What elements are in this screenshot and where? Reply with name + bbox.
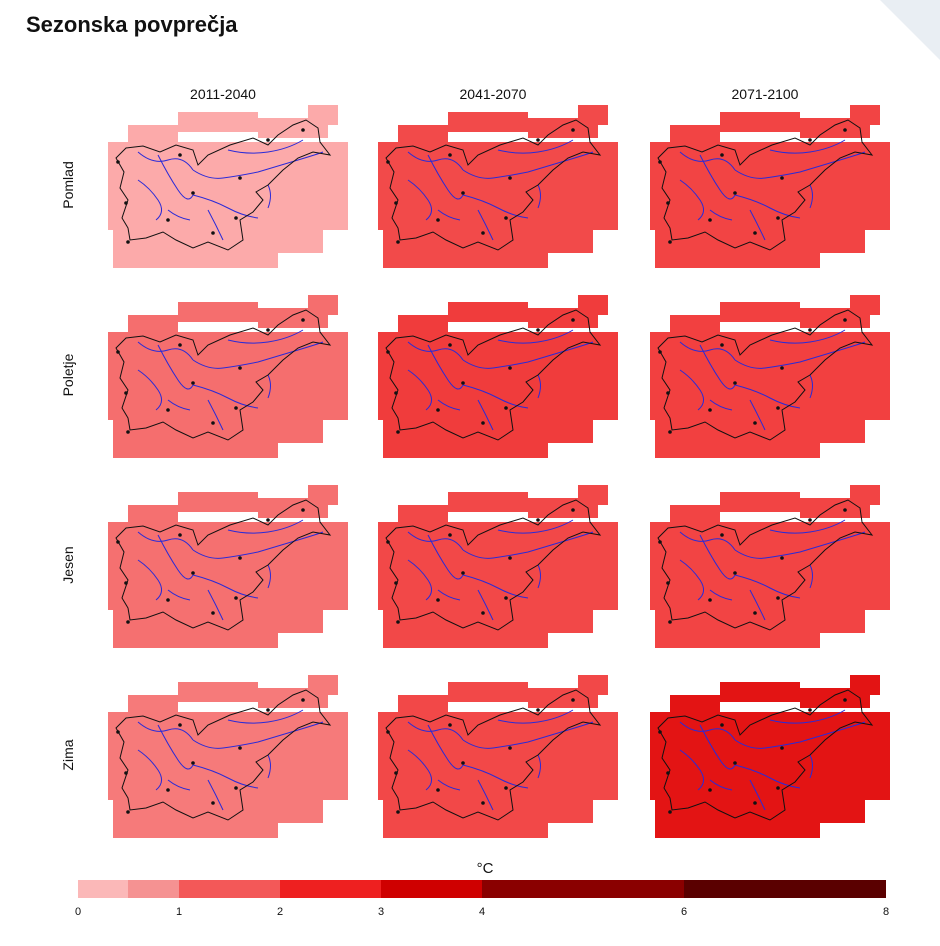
row-label-3: Jesen [60,546,76,584]
temperature-grid [108,485,348,648]
map-jesen-2071-2100 [650,485,890,648]
map-zima-2011-2040 [108,675,348,838]
river-lines [137,329,324,431]
map-zima-2041-2070 [378,675,618,838]
river-lines [137,709,324,811]
legend-tick-label: 2 [276,906,284,918]
city-dots [116,318,305,434]
row-label-1: Pomlad [60,161,76,209]
city-dots [658,128,847,244]
city-dots [658,698,847,814]
column-label-1: 2011-2040 [190,86,256,102]
legend-color-bar [78,880,886,898]
map-jesen-2011-2040 [108,485,348,648]
temperature-grid [378,485,618,648]
map-pomlad-2011-2040 [108,105,348,268]
river-lines [407,709,594,811]
slovenia-border-outline [657,499,874,631]
temperature-grid [650,675,890,838]
legend-tick-label: 6 [680,906,688,918]
legend-bin-7 [684,880,886,898]
legend-tick-label: 4 [478,906,486,918]
river-lines [679,709,866,811]
legend-tick-label: 1 [175,906,183,918]
river-lines [407,519,594,621]
river-lines [679,329,866,431]
map-poletje-2071-2100 [650,295,890,458]
river-lines [137,139,324,241]
river-lines [407,139,594,241]
slovenia-border-outline [657,689,874,821]
column-label-3: 2071-2100 [731,86,799,102]
temperature-grid [650,105,890,268]
map-pomlad-2041-2070 [378,105,618,268]
corner-decoration [880,0,940,60]
slovenia-border-outline [385,119,602,251]
slovenia-border-outline [115,499,332,631]
city-dots [116,128,305,244]
city-dots [116,698,305,814]
legend-title: °C [476,860,494,877]
slovenia-border-outline [385,499,602,631]
page-title: Sezonska povprečja [26,12,238,37]
legend-tick-label: 3 [377,906,385,918]
temperature-grid [378,105,618,268]
map-poletje-2041-2070 [378,295,618,458]
map-zima-2071-2100 [650,675,890,838]
column-label-2: 2041-2070 [459,86,527,102]
legend-bin-6 [482,880,684,898]
map-pomlad-2071-2100 [650,105,890,268]
river-lines [679,519,866,621]
city-dots [386,698,575,814]
river-lines [407,329,594,431]
city-dots [116,508,305,624]
slovenia-border-outline [657,309,874,441]
temperature-grid [108,675,348,838]
legend-bin-1 [78,880,128,898]
temperature-grid [378,295,618,458]
slovenia-border-outline [115,119,332,251]
temperature-grid [108,295,348,458]
city-dots [658,318,847,434]
temperature-grid [108,105,348,268]
legend-bin-4 [280,880,381,898]
temperature-grid [378,675,618,838]
map-poletje-2011-2040 [108,295,348,458]
river-lines [137,519,324,621]
row-label-2: Poletje [60,353,76,397]
city-dots [658,508,847,624]
legend-bin-2 [128,880,179,898]
legend-tick-label: 0 [74,906,82,918]
legend-bin-5 [381,880,482,898]
slovenia-border-outline [385,309,602,441]
river-lines [679,139,866,241]
city-dots [386,128,575,244]
row-label-4: Zima [60,739,76,771]
slovenia-border-outline [115,689,332,821]
slovenia-border-outline [385,689,602,821]
city-dots [386,318,575,434]
map-jesen-2041-2070 [378,485,618,648]
legend-tick-label: 8 [882,906,890,918]
city-dots [386,508,575,624]
slovenia-border-outline [657,119,874,251]
temperature-grid [650,485,890,648]
legend-bin-3 [179,880,280,898]
temperature-grid [650,295,890,458]
slovenia-border-outline [115,309,332,441]
